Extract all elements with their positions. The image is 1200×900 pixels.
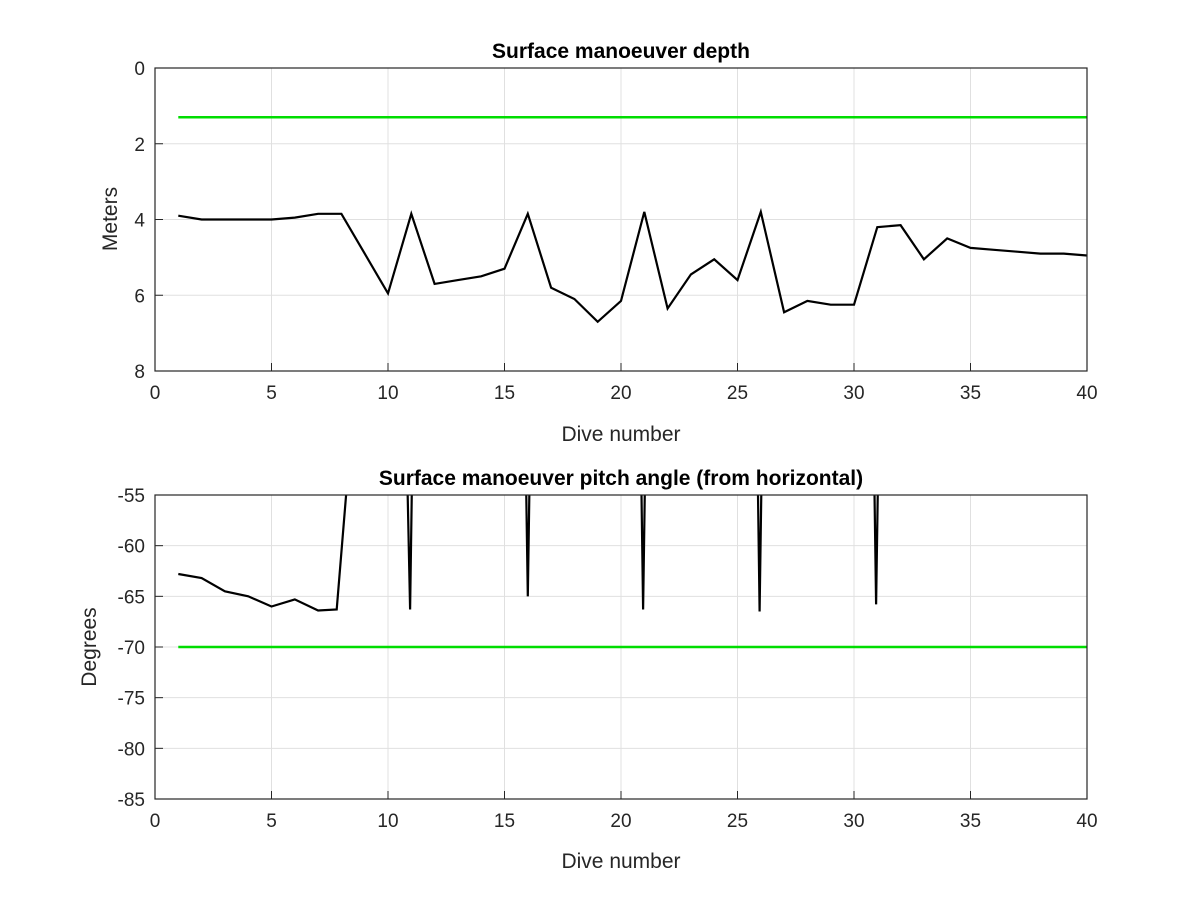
pitch-series [178,495,879,612]
pitch-chart-title: Surface manoeuver pitch angle (from hori… [379,467,863,490]
depth-x-tick-label: 20 [610,383,631,404]
pitch-x-tick-label: 10 [377,811,398,832]
depth-series [178,207,1087,324]
pitch-x-tick-label: 40 [1076,811,1097,832]
pitch-ticks: 0 5 10 15 20 25 30 35 40 -55 -60 -65 -70 -75 -80 -85 [118,486,1098,832]
pitch-x-tick-label: 15 [494,811,515,832]
pitch-x-axis-label: Dive number [561,850,680,873]
depth-grid [154,67,1088,372]
depth-y-tick-label: 0 [134,59,145,80]
pitch-x-tick-label: 30 [843,811,864,832]
pitch-x-tick-label: 0 [150,811,161,832]
depth-chart: 0 5 10 15 20 25 30 35 40 0 2 4 6 8 Surface manoeuver … [99,40,1098,446]
depth-y-tick-label: 6 [134,286,145,307]
pitch-y-tick-label: -85 [118,790,145,811]
pitch-y-tick-label: -75 [118,689,145,710]
depth-x-tick-label: 35 [960,383,981,404]
pitch-data-line [178,495,879,612]
depth-x-axis-label: Dive number [561,423,680,446]
pitch-x-tick-label: 5 [266,811,277,832]
pitch-x-tick-label: 20 [610,811,631,832]
pitch-y-tick-label: -60 [118,537,145,558]
depth-y-tick-label: 2 [134,135,145,156]
depth-x-tick-label: 10 [377,383,398,404]
pitch-chart: 0 5 10 15 20 25 30 35 40 -55 -60 -65 -70 -75 -80 -85 Su… [78,467,1098,873]
pitch-y-tick-label: -80 [118,739,145,760]
depth-y-tick-label: 8 [134,362,145,383]
depth-y-axis-label: Meters [99,187,122,251]
depth-x-tick-label: 0 [150,383,161,404]
pitch-x-tick-label: 35 [960,811,981,832]
pitch-x-tick-label: 25 [727,811,748,832]
pitch-y-axis-label: Degrees [78,607,101,686]
pitch-y-tick-label: -55 [118,486,145,507]
depth-x-tick-label: 30 [843,383,864,404]
depth-chart-title: Surface manoeuver depth [492,40,750,63]
depth-x-tick-label: 5 [266,383,277,404]
depth-ticks: 0 5 10 15 20 25 30 35 40 0 2 4 6 8 [134,59,1097,404]
depth-x-tick-label: 40 [1076,383,1097,404]
depth-x-tick-label: 25 [727,383,748,404]
pitch-y-tick-label: -65 [118,587,145,608]
pitch-y-tick-label: -70 [118,638,145,659]
depth-data-line [178,207,1087,324]
depth-y-tick-label: 4 [134,211,145,232]
depth-x-tick-label: 15 [494,383,515,404]
